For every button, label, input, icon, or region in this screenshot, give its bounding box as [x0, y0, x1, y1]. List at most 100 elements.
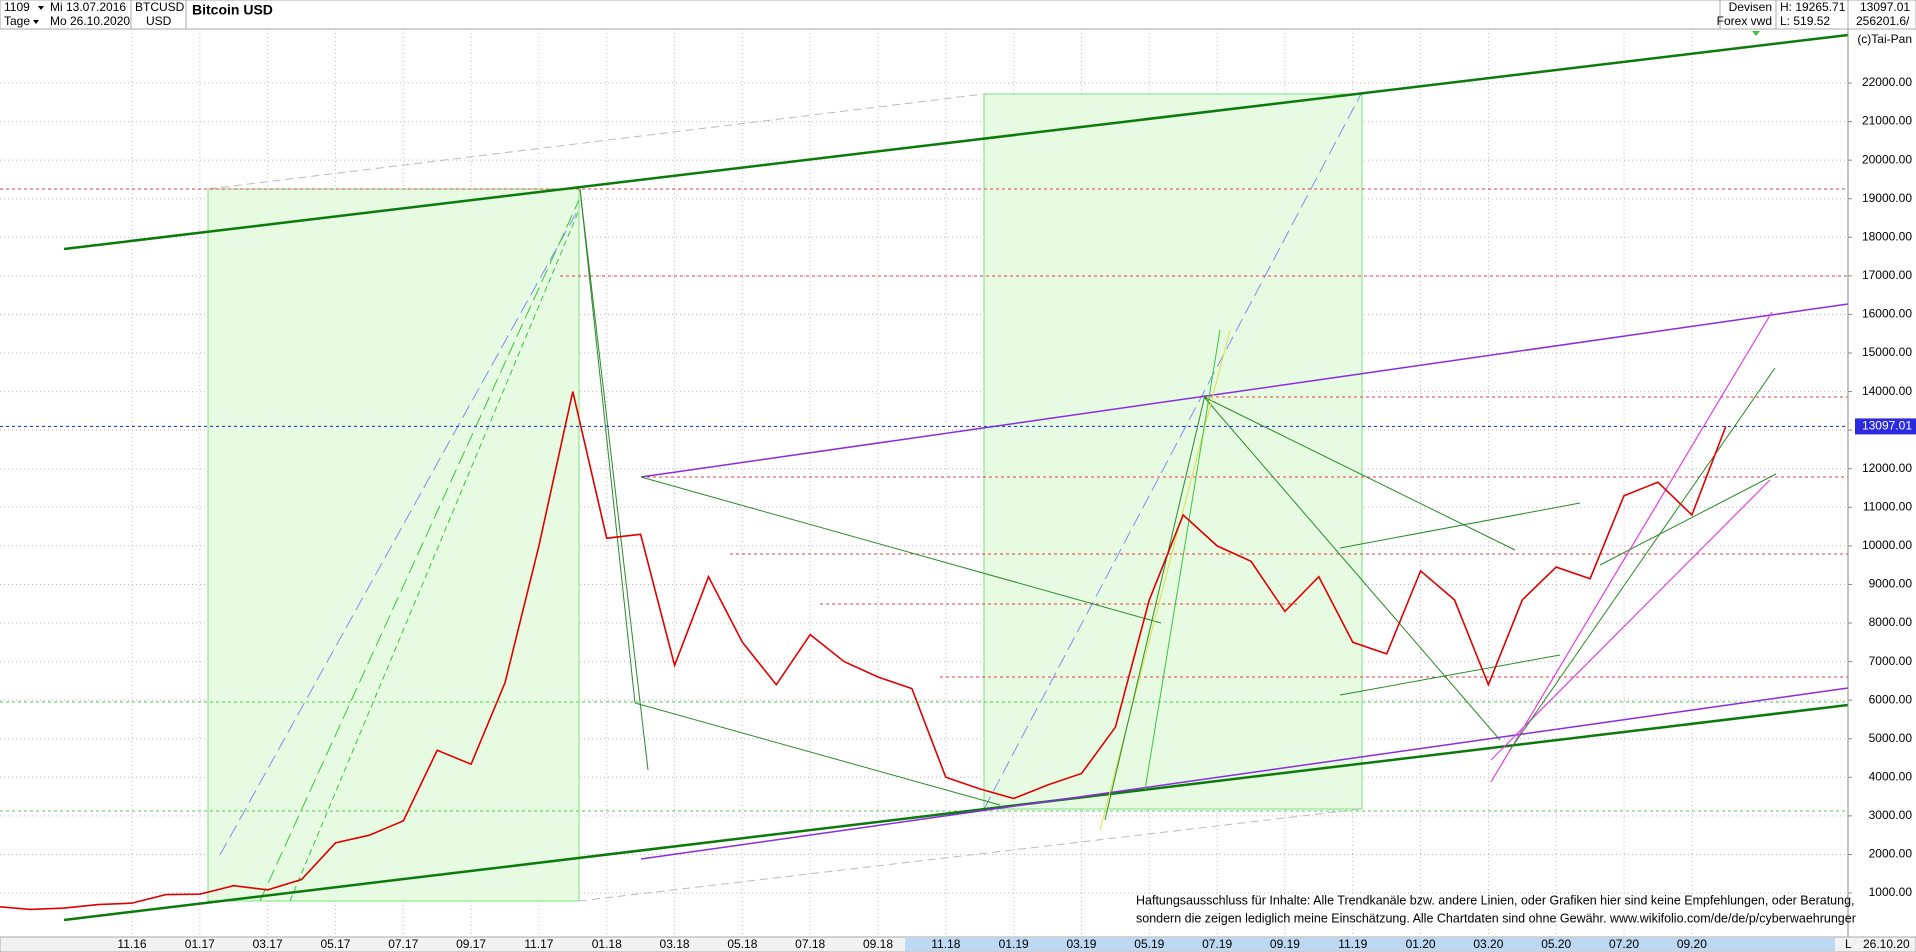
trend-line: [1339, 502, 1581, 549]
x-tick-label: 07.18: [795, 937, 825, 951]
volume: 256201.6/: [1856, 14, 1910, 28]
x-tick-label: 03.17: [253, 937, 283, 951]
currency: USD: [146, 14, 172, 28]
scroll-range[interactable]: [905, 938, 1835, 951]
scale-mode[interactable]: L: [1845, 937, 1852, 951]
trend-line: [219, 207, 580, 856]
y-tick-label: 21000.00: [1862, 114, 1912, 128]
price-line: [0, 391, 1727, 911]
x-tick-label: 01.18: [592, 937, 622, 951]
drawings: [0, 33, 1848, 922]
trend-line: [1144, 329, 1221, 791]
y-tick-label: 17000.00: [1862, 268, 1912, 282]
x-tick-label: 09.20: [1677, 937, 1707, 951]
y-tick-label: 20000.00: [1862, 152, 1912, 166]
x-tick-label: 11.19: [1338, 937, 1367, 951]
marker: [1752, 31, 1760, 36]
trend-line: [634, 702, 1001, 806]
y-tick-label: 3000.00: [1869, 808, 1913, 822]
x-tick-label: 03.19: [1066, 937, 1096, 951]
x-tick-label: 07.17: [388, 937, 418, 951]
last-price-tag: [1855, 418, 1916, 435]
trend-line: [1490, 311, 1773, 783]
bar-count[interactable]: 1109: [4, 0, 30, 14]
high: H: 19265.71: [1780, 0, 1846, 14]
y-tick-label: 12000.00: [1862, 461, 1912, 475]
y-tick-label: 11000.00: [1863, 499, 1912, 513]
x-tick-label: 01.20: [1406, 937, 1436, 951]
y-tick-label: 18000.00: [1862, 229, 1912, 243]
start-date: Mi 13.07.2016: [50, 0, 126, 14]
x-tick-label: 11.16: [117, 937, 146, 951]
x-tick-label: 05.17: [320, 937, 350, 951]
low: L: 519.52: [1780, 14, 1830, 28]
trend-line: [1339, 654, 1561, 696]
x-tick-label: 03.20: [1473, 937, 1503, 951]
x-tick-label: 01.17: [185, 937, 215, 951]
trend-line: [1099, 329, 1231, 831]
last-price-tag-label: 13097.01: [1862, 419, 1912, 433]
y-tick-label: 5000.00: [1869, 731, 1913, 745]
channel-line: [63, 33, 1848, 251]
channel-line: [63, 703, 1848, 922]
y-tick-label: 19000.00: [1862, 191, 1912, 205]
trend-line: [289, 209, 580, 902]
symbol: BTCUSD: [135, 0, 185, 14]
period[interactable]: Tage: [4, 14, 30, 28]
trend-line: [579, 188, 636, 704]
trend-line: [578, 808, 1362, 902]
x-tick-label: 07.20: [1609, 937, 1639, 951]
trend-line: [1490, 479, 1771, 761]
x-tick-label: 07.19: [1202, 937, 1232, 951]
x-tick-label: 11.17: [524, 937, 553, 951]
dropdown-arrows: [33, 6, 44, 24]
x-tick-label: 05.20: [1541, 937, 1571, 951]
y-tick-label: 15000.00: [1862, 345, 1912, 359]
last-price: 13097.01: [1860, 0, 1910, 14]
y-tick-label: 8000.00: [1869, 615, 1913, 629]
trend-line: [1104, 394, 1206, 821]
x-axis: 11.16 01.17 03.17 05.17 07.17 09.17 11.17 01.18…: [117, 937, 1707, 951]
price-layer: [0, 391, 1848, 911]
disclaimer: Haftungsausschluss für Inhalte: Alle Tre…: [1136, 893, 1855, 907]
channel-line: [640, 687, 1848, 860]
y-tick-label: 10000.00: [1862, 538, 1912, 552]
axis-panel: [1848, 29, 1916, 937]
trend-line: [207, 93, 985, 190]
source: Forex vwd: [1717, 14, 1772, 28]
x-tick-label: 09.18: [863, 937, 893, 951]
y-tick-label: 16000.00: [1862, 307, 1912, 321]
chart-title: Bitcoin USD: [192, 2, 273, 18]
copyright: (c)Tai-Pan: [1857, 32, 1912, 46]
y-tick-label: 2000.00: [1869, 847, 1913, 861]
y-tick-label: 6000.00: [1869, 692, 1913, 706]
header: [0, 0, 1916, 30]
trend-line: [1599, 473, 1777, 566]
trend-line: [259, 199, 580, 902]
x-tick-label: 09.19: [1270, 937, 1300, 951]
y-axis: 1000.00 2000.00 3000.00 4000.00 5000.00 6000.…: [1848, 75, 1916, 899]
trend-line: [579, 188, 649, 771]
x-tick-label: 01.19: [999, 937, 1029, 951]
y-tick-label: 4000.00: [1869, 769, 1913, 783]
channel-line: [640, 303, 1848, 478]
y-tick-label: 7000.00: [1869, 654, 1913, 668]
range-box: [207, 188, 580, 902]
x-tick-label: 05.18: [727, 937, 757, 951]
x-tick-label: 03.18: [660, 937, 690, 951]
y-tick-label: 14000.00: [1862, 384, 1912, 398]
y-tick-label: 1000.00: [1869, 885, 1913, 899]
trend-line: [1203, 396, 1501, 741]
disclaimer: sondern die zeigen lediglich meine Einsc…: [1136, 911, 1856, 925]
y-tick-label: 22000.00: [1862, 75, 1912, 89]
x-tick-label: 05.19: [1134, 937, 1164, 951]
trend-line: [983, 93, 1362, 810]
y-tick-label: 9000.00: [1869, 577, 1913, 591]
end-date: Mo 26.10.2020: [50, 14, 130, 28]
x-tick-label: 11.18: [931, 937, 960, 951]
end-label: 26.10.20: [1863, 937, 1910, 951]
exchange: Devisen: [1729, 0, 1772, 14]
x-tick-label: 09.17: [456, 937, 486, 951]
